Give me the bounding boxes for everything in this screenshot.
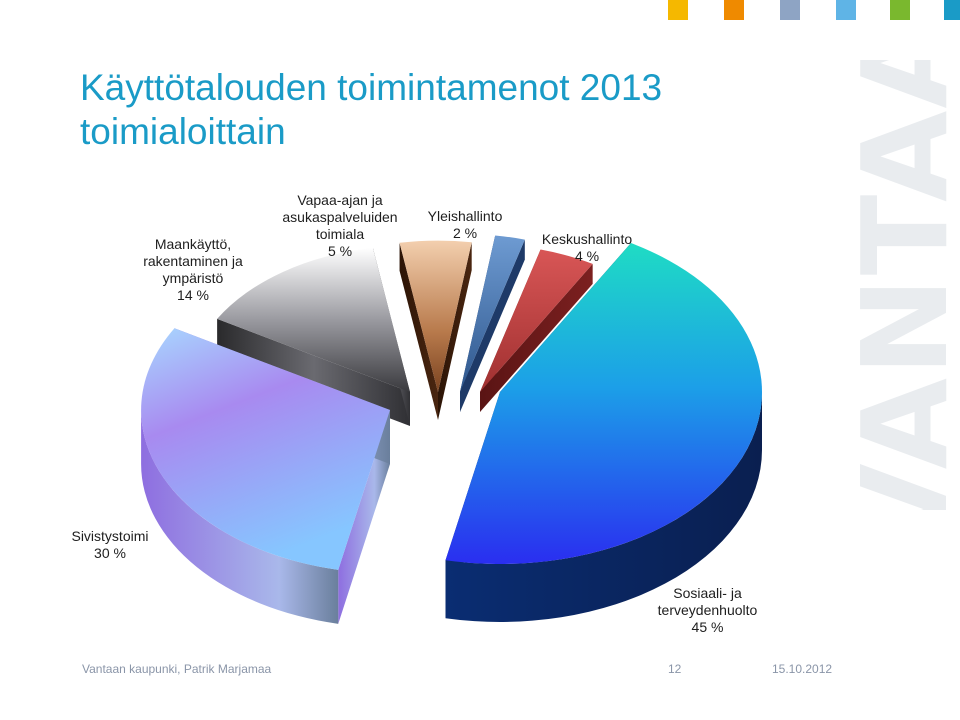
- slice-vapaa-ajan: [399, 240, 472, 420]
- label-keskus-line-1: Keskushallinto: [541, 231, 633, 247]
- label-maankaytto-line-2: rakentaminen ja: [143, 253, 243, 269]
- label-keskus-value: 4 %: [574, 248, 600, 264]
- slice-sivistystoimi-side: [141, 410, 339, 624]
- slice-vapaa-ajan-wall: [438, 242, 472, 420]
- label-maankaytto: Maankäyttö, rakentaminen ja ympäristö 14…: [128, 236, 258, 304]
- footer-page-number: 12: [668, 662, 682, 676]
- slice-yleishallinto: [460, 235, 525, 412]
- label-maankaytto-value: 14 %: [177, 287, 209, 303]
- label-sosiaali-line-1: Sosiaali- ja: [673, 585, 742, 601]
- label-keskushallinto: Keskushallinto 4 %: [527, 231, 647, 265]
- corner-square: [836, 0, 856, 20]
- pie-slices: [141, 235, 762, 624]
- label-yleis-line-1: Yleishallinto: [427, 208, 503, 224]
- slice-sivistystoimi-top: [141, 328, 390, 570]
- slice-vapaa-ajan-wall: [399, 242, 438, 420]
- label-vapaa-ajan: Vapaa-ajan ja asukaspalveluiden toimiala…: [260, 192, 420, 260]
- footer-author: Vantaan kaupunki, Patrik Marjamaa: [82, 662, 272, 676]
- slide-title-line-1: Käyttötalouden toimintamenot 2013: [80, 67, 663, 108]
- slice-keskushallinto-top: [480, 249, 593, 392]
- label-yleis-value: 2 %: [452, 225, 478, 241]
- label-maankaytto-line-3: ympäristö: [162, 270, 224, 286]
- label-sivistys-line-1: Sivistystoimi: [71, 528, 149, 544]
- label-sivistystoimi: Sivistystoimi 30 %: [55, 528, 165, 562]
- label-sivistys-value: 30 %: [94, 545, 126, 561]
- slice-vapaa-ajan-top: [399, 240, 472, 392]
- corner-square: [944, 0, 960, 20]
- corner-square: [724, 0, 744, 20]
- footer-date: 15.10.2012: [772, 662, 833, 676]
- slice-maankaytto: [217, 247, 410, 426]
- corner-square: [890, 0, 910, 20]
- label-sosiaali-value: 45 %: [691, 619, 724, 635]
- slice-maankaytto-wall: [217, 318, 410, 426]
- corner-square: [780, 0, 800, 20]
- slice-sosiaali-side: [445, 392, 762, 622]
- slice-maankaytto-top: [217, 247, 410, 392]
- corner-square: [668, 0, 688, 20]
- slice-yleishallinto-wall: [460, 239, 525, 412]
- slice-yleishallinto-top: [460, 235, 525, 392]
- slice-sivistystoimi: [141, 328, 390, 624]
- label-sosiaali-line-2: terveydenhuolto: [657, 602, 758, 618]
- slice-sosiaali-top: [445, 243, 762, 564]
- slice-keskushallinto-wall: [480, 263, 593, 412]
- slide-title: Käyttötalouden toimintamenot 2013 toimia…: [80, 66, 662, 154]
- label-sosiaali: Sosiaali- ja terveydenhuolto 45 %: [640, 585, 775, 636]
- label-maankaytto-line-1: Maankäyttö,: [154, 236, 232, 252]
- label-vapaa-line-1: Vapaa-ajan ja: [297, 192, 383, 208]
- label-vapaa-line-2: asukaspalveluiden: [282, 209, 398, 225]
- slice-keskushallinto: [480, 249, 593, 412]
- slide-title-line-2: toimialoittain: [80, 111, 286, 152]
- label-yleishallinto: Yleishallinto 2 %: [410, 208, 520, 242]
- label-vapaa-value: 5 %: [327, 243, 353, 259]
- slice-sosiaali: [445, 243, 762, 622]
- slice-sivistystoimi-wall: [338, 410, 390, 624]
- label-vapaa-line-3: toimiala: [315, 226, 365, 242]
